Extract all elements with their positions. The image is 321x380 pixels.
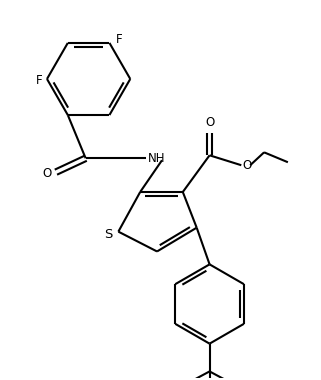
Text: F: F <box>115 33 122 46</box>
Text: O: O <box>242 159 252 172</box>
Text: F: F <box>35 74 42 87</box>
Text: S: S <box>104 228 112 241</box>
Text: NH: NH <box>148 152 166 165</box>
Text: O: O <box>205 116 214 128</box>
Text: O: O <box>43 167 52 180</box>
